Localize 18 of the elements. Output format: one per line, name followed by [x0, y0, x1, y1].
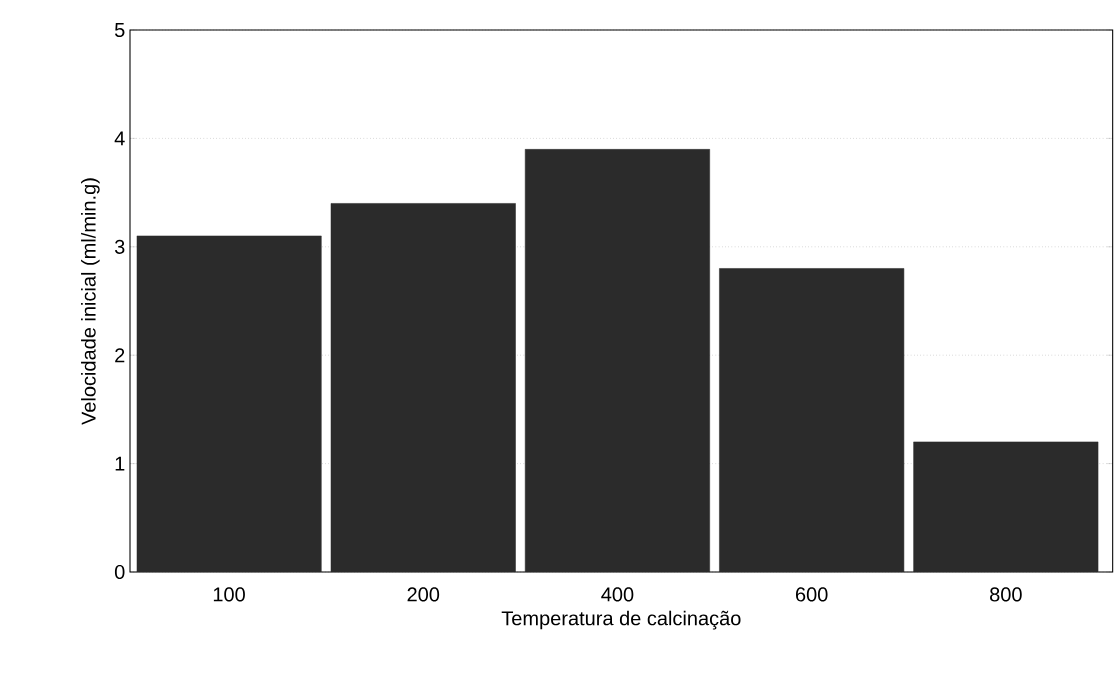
bar — [524, 148, 710, 572]
y-tick-label: 3 — [114, 239, 125, 254]
bar — [330, 203, 516, 572]
y-axis-title: Velocidade inicial (ml/min.g) — [81, 178, 100, 425]
y-tick-label: 2 — [115, 348, 125, 363]
bar — [136, 235, 322, 572]
x-tick-label: 200 — [407, 587, 440, 602]
x-tick-label: 600 — [796, 587, 828, 602]
x-axis-title: Temperatura de calcinação — [501, 610, 741, 630]
bar — [913, 441, 1099, 572]
y-tick-label: 0 — [114, 564, 125, 580]
y-tick-label: 4 — [114, 131, 125, 146]
y-tick-label: 5 — [114, 23, 125, 37]
y-tick-label: 1 — [115, 456, 125, 471]
x-tick-label: 800 — [990, 587, 1022, 602]
x-tick-label: 100 — [213, 587, 245, 602]
bar — [719, 268, 905, 572]
x-tick-label: 400 — [601, 587, 634, 602]
